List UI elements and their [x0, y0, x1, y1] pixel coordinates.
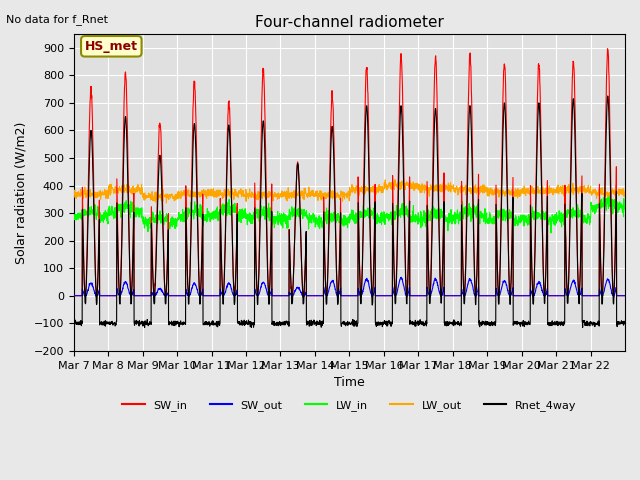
Text: No data for f_Rnet: No data for f_Rnet [6, 14, 108, 25]
Text: HS_met: HS_met [85, 40, 138, 53]
X-axis label: Time: Time [334, 376, 365, 389]
Title: Four-channel radiometer: Four-channel radiometer [255, 15, 444, 30]
Legend: SW_in, SW_out, LW_in, LW_out, Rnet_4way: SW_in, SW_out, LW_in, LW_out, Rnet_4way [118, 395, 581, 415]
Y-axis label: Solar radiation (W/m2): Solar radiation (W/m2) [15, 121, 28, 264]
